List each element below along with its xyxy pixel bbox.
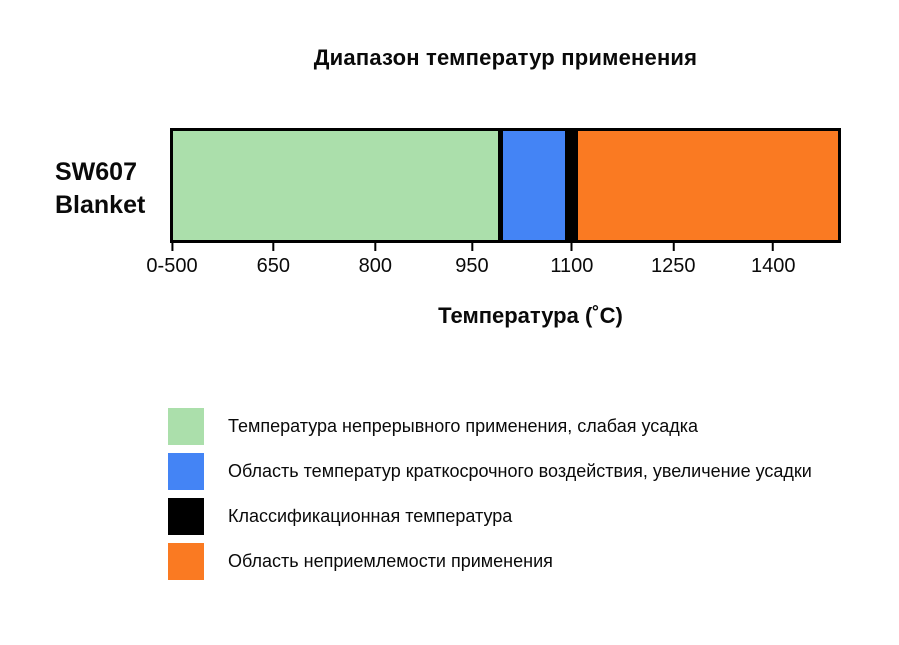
row-label-sw607-blanket: SW607 Blanket xyxy=(55,156,145,222)
segment-classification-temperature-black xyxy=(564,131,578,240)
x-axis-tick: 1100 xyxy=(550,243,593,278)
row-label-line1: SW607 xyxy=(55,158,137,186)
legend-label: Область неприемлемости применения xyxy=(228,551,553,571)
tick-mark xyxy=(672,243,675,251)
legend-label: Температура непрерывного применения, сла… xyxy=(228,416,699,436)
legend-swatch-orange xyxy=(168,543,204,580)
chart-title: Диапазон температур применения xyxy=(313,45,698,70)
x-axis-tick: 0-500 xyxy=(146,243,198,278)
x-axis-tick: 800 xyxy=(359,243,392,278)
x-axis: 0-500 650 800 950 1100 1250 1400 xyxy=(146,243,841,293)
tick-label: 950 xyxy=(455,255,489,277)
x-axis-tick: 1400 xyxy=(750,243,796,278)
legend-row-continuous-use: Температура непрерывного применения, сла… xyxy=(168,408,812,445)
legend-swatch-blue xyxy=(168,453,204,490)
legend-row-classification-temperature: Классификационная температура xyxy=(168,498,812,535)
legend-swatch-black xyxy=(168,498,204,535)
row-label-line2: Blanket xyxy=(55,191,146,219)
x-axis-tick: 650 xyxy=(257,243,290,278)
tick-label: 0-500 xyxy=(146,255,198,277)
tick-label: 1250 xyxy=(651,255,696,277)
x-axis-tick: 950 xyxy=(455,243,489,278)
tick-label: 800 xyxy=(358,255,392,277)
tick-mark xyxy=(272,243,275,251)
legend-row-unacceptable-use: Область неприемлемости применения xyxy=(168,543,812,580)
tick-mark xyxy=(772,243,775,251)
segment-unacceptable-use-orange xyxy=(577,131,838,240)
temperature-range-bar xyxy=(170,128,841,243)
tick-mark xyxy=(470,243,473,251)
segment-continuous-use-green xyxy=(173,131,499,240)
legend-row-short-term: Область температур краткосрочного воздей… xyxy=(168,453,812,490)
tick-mark xyxy=(374,243,377,251)
tick-label: 650 xyxy=(256,255,291,277)
legend-swatch-green xyxy=(168,408,204,445)
legend: Температура непрерывного применения, сла… xyxy=(168,408,812,588)
segment-short-term-blue xyxy=(498,131,565,240)
legend-label: Классификационная температура xyxy=(228,506,513,526)
tick-label: 1100 xyxy=(550,255,594,277)
legend-label: Область температур краткосрочного воздей… xyxy=(228,461,812,481)
x-axis-title: Температура (˚C) xyxy=(438,303,623,328)
tick-mark xyxy=(171,243,173,251)
x-axis-tick: 1250 xyxy=(651,243,696,278)
tick-label: 1400 xyxy=(750,255,796,277)
tick-mark xyxy=(570,243,573,251)
